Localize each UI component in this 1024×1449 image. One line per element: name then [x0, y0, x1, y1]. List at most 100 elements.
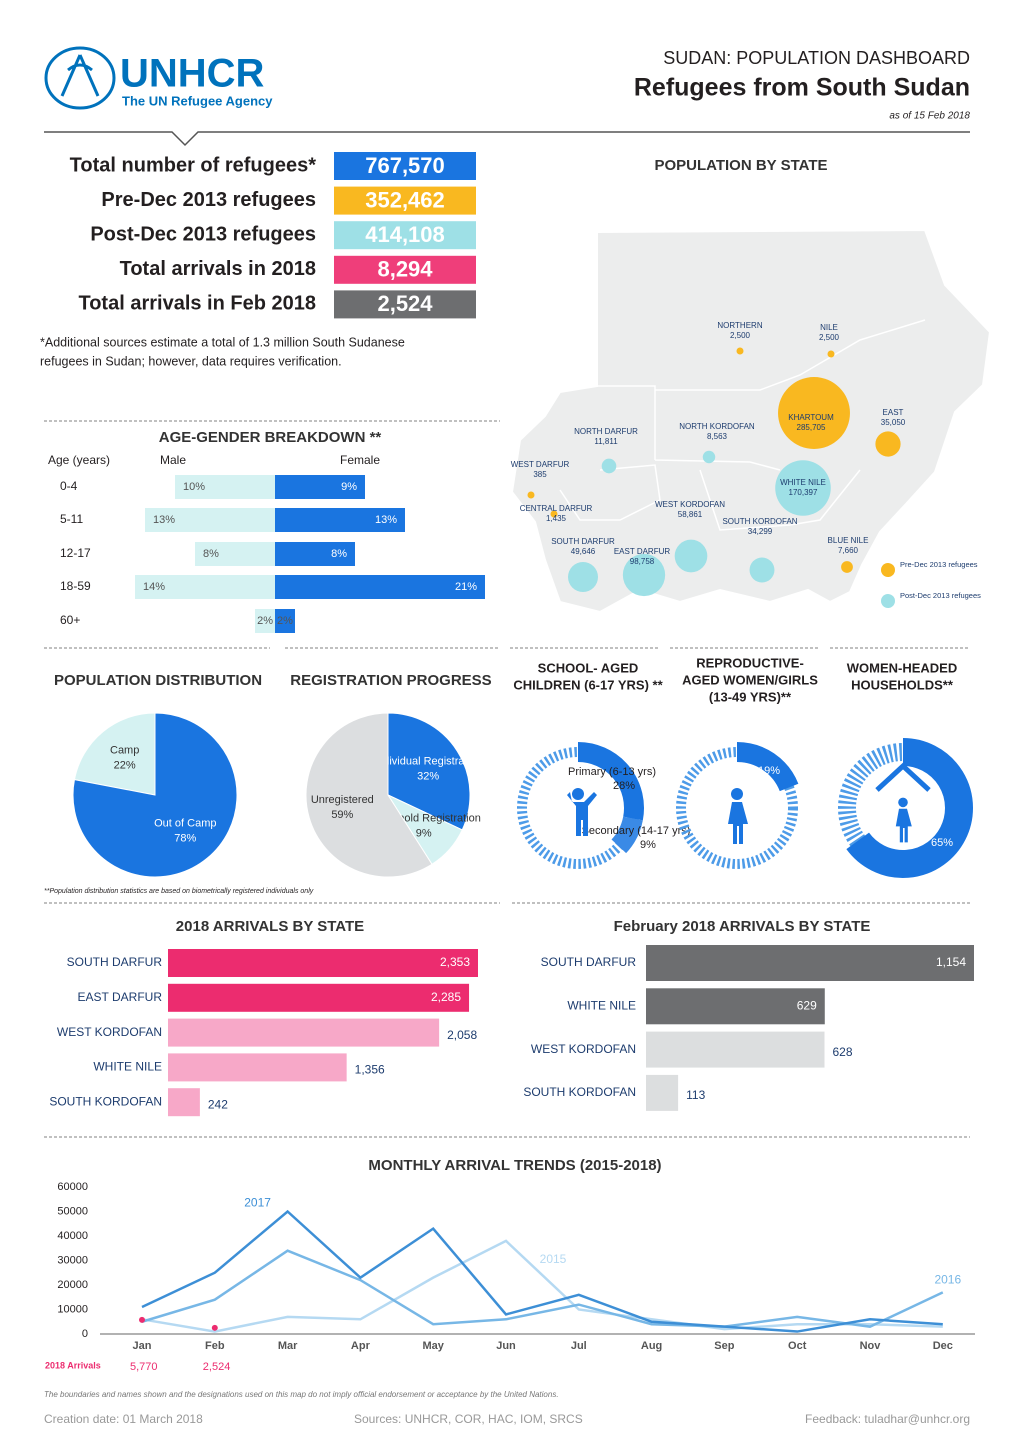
series-header: Male	[160, 453, 186, 467]
category-label: 5-11	[60, 512, 83, 526]
x-tick-label: Jun	[496, 1340, 516, 1352]
bar	[275, 475, 365, 499]
chart-title: AGE-GENDER BREAKDOWN **	[159, 429, 382, 446]
pie-slice	[72, 712, 238, 878]
logo	[44, 46, 116, 110]
bar	[646, 945, 974, 981]
y-tick-label: 60000	[57, 1181, 88, 1193]
slice-value: 22%	[114, 759, 136, 771]
x-tick-label: Jul	[571, 1340, 587, 1352]
icon	[895, 808, 912, 843]
creation-date: Creation date: 01 March 2018	[44, 1412, 203, 1426]
state-name: WHITE NILE	[780, 478, 826, 487]
x-tick-label: Apr	[351, 1340, 371, 1352]
category-label: WHITE NILE	[93, 1060, 162, 1074]
state-bubble	[550, 510, 558, 518]
chart-title: CHILDREN (6-17 YRS) **	[513, 677, 663, 692]
icon	[567, 792, 597, 836]
donut-arc	[846, 738, 973, 878]
state-bubble	[827, 350, 835, 358]
donut-arc	[736, 742, 799, 792]
y-tick-label: 20000	[57, 1279, 88, 1291]
y-tick-label: 40000	[57, 1230, 88, 1242]
y-tick-label: 50000	[57, 1205, 88, 1217]
state-value: 1,435	[546, 514, 567, 523]
arc-label: Secondary (14-17 yrs)	[582, 825, 691, 837]
category-label: 60+	[60, 613, 80, 627]
value-label: 10%	[183, 481, 205, 493]
summary-box	[334, 152, 476, 180]
state-name: NILE	[820, 323, 838, 332]
state-name: SOUTH KORDOFAN	[722, 517, 797, 526]
value-label: 14%	[143, 581, 165, 593]
donut-arc	[611, 816, 643, 854]
slice-value: 32%	[417, 770, 439, 782]
bar	[255, 609, 275, 633]
point-label: 2,524	[203, 1361, 231, 1373]
disclaimer: The boundaries and names shown and the d…	[44, 1390, 559, 1399]
pie-slice	[73, 712, 156, 796]
line	[141, 1249, 944, 1328]
bar	[145, 508, 275, 532]
state-value: 8,563	[707, 432, 728, 441]
icon	[898, 797, 908, 808]
summary-box	[334, 290, 476, 319]
series-name: 2018 Arrivals	[45, 1360, 101, 1370]
summary-label: Pre-Dec 2013 refugees	[101, 189, 316, 211]
bar	[275, 575, 485, 599]
summary-box	[334, 255, 476, 284]
state-value: 11,811	[594, 437, 618, 446]
state-name: BLUE NILE	[828, 536, 869, 545]
summary-value: 767,570	[365, 153, 445, 178]
category-label: WEST KORDOFAN	[531, 1042, 636, 1056]
summary-note: refugees in Sudan; however, data require…	[40, 354, 342, 368]
chart-title: POPULATION BY STATE	[654, 157, 827, 174]
value-label: 13%	[153, 514, 175, 526]
arc-value: 65%	[931, 837, 953, 849]
x-tick-label: Aug	[641, 1340, 662, 1352]
y-tick-label: 0	[82, 1328, 88, 1340]
value-label: 8%	[203, 548, 219, 560]
chart-title: (13-49 YRS)**	[709, 689, 792, 704]
legend-swatch	[881, 594, 895, 608]
series-header: Female	[340, 453, 380, 467]
point-label: 5,770	[130, 1361, 158, 1373]
state-bubble	[601, 458, 617, 474]
bar	[168, 1053, 347, 1082]
category-label: SOUTH DARFUR	[541, 955, 637, 969]
state-bubble	[568, 562, 598, 592]
category-label: SOUTH KORDOFAN	[523, 1085, 636, 1099]
state-bubble	[749, 557, 775, 583]
category-label: 0-4	[60, 479, 78, 493]
line	[141, 1239, 943, 1333]
bar	[275, 508, 405, 532]
state-bubble	[736, 347, 744, 355]
summary-box	[334, 186, 476, 215]
x-tick-label: Feb	[205, 1340, 225, 1352]
state-bubble	[674, 539, 708, 573]
slice-value: 59%	[331, 809, 353, 821]
state-borders	[559, 319, 926, 531]
chart-title: POPULATION DISTRIBUTION	[54, 672, 262, 689]
y-tick-label: 10000	[57, 1303, 88, 1315]
value-label: 13%	[375, 514, 397, 526]
icon	[572, 788, 584, 800]
value-label: 2%	[277, 615, 293, 627]
value-label: 1,356	[355, 1063, 385, 1077]
state-bubble	[527, 491, 535, 499]
category-header: Age (years)	[48, 453, 110, 467]
value-label: 242	[208, 1097, 228, 1111]
icon	[728, 802, 748, 844]
distribution-note: **Population distribution statistics are…	[44, 888, 314, 895]
point	[211, 1324, 218, 1331]
bar	[168, 1018, 440, 1047]
category-label: SOUTH DARFUR	[67, 955, 163, 969]
bar	[168, 1088, 200, 1117]
value-label: 2,285	[431, 990, 461, 1004]
chart-title: REPRODUCTIVE-	[696, 655, 804, 670]
chart-title: AGED WOMEN/GIRLS	[682, 672, 818, 687]
value-label: 113	[686, 1088, 705, 1102]
state-name: WEST KORDOFAN	[655, 500, 725, 509]
state-bubble	[775, 460, 831, 516]
x-tick-label: Oct	[788, 1340, 807, 1352]
